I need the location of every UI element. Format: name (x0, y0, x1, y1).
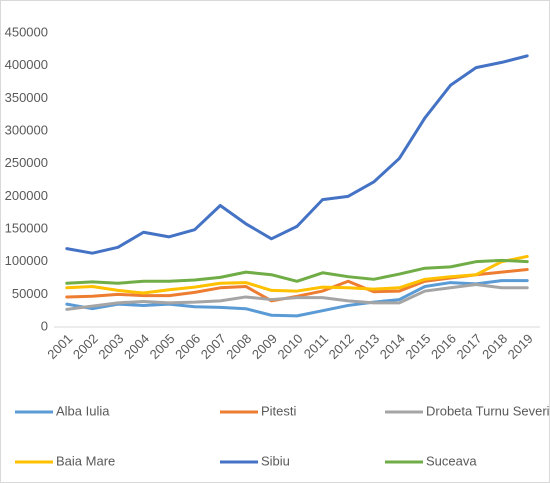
y-tick-label: 400000 (5, 57, 48, 72)
y-tick-label: 300000 (5, 122, 48, 137)
legend-label: Drobeta Turnu Severin (426, 403, 550, 418)
series-line (65, 258, 529, 285)
legend-label: Suceava (426, 453, 477, 468)
series-line (65, 254, 529, 295)
y-tick-label: 250000 (5, 155, 48, 170)
y-tick-label: 150000 (5, 220, 48, 235)
y-tick-label: 200000 (5, 188, 48, 203)
legend-label: Sibiu (261, 453, 290, 468)
y-tick-label: 100000 (5, 253, 48, 268)
legend-label: Baia Mare (56, 453, 115, 468)
series-line (65, 279, 529, 318)
legend-label: Pitesti (261, 403, 297, 418)
y-tick-label: 450000 (5, 24, 48, 39)
y-tick-label: 0 (41, 318, 48, 333)
y-tick-label: 350000 (5, 90, 48, 105)
y-tick-label: 50000 (12, 286, 48, 301)
series-line (65, 54, 529, 255)
legend-label: Alba Iulia (56, 403, 110, 418)
series-line (65, 283, 529, 311)
